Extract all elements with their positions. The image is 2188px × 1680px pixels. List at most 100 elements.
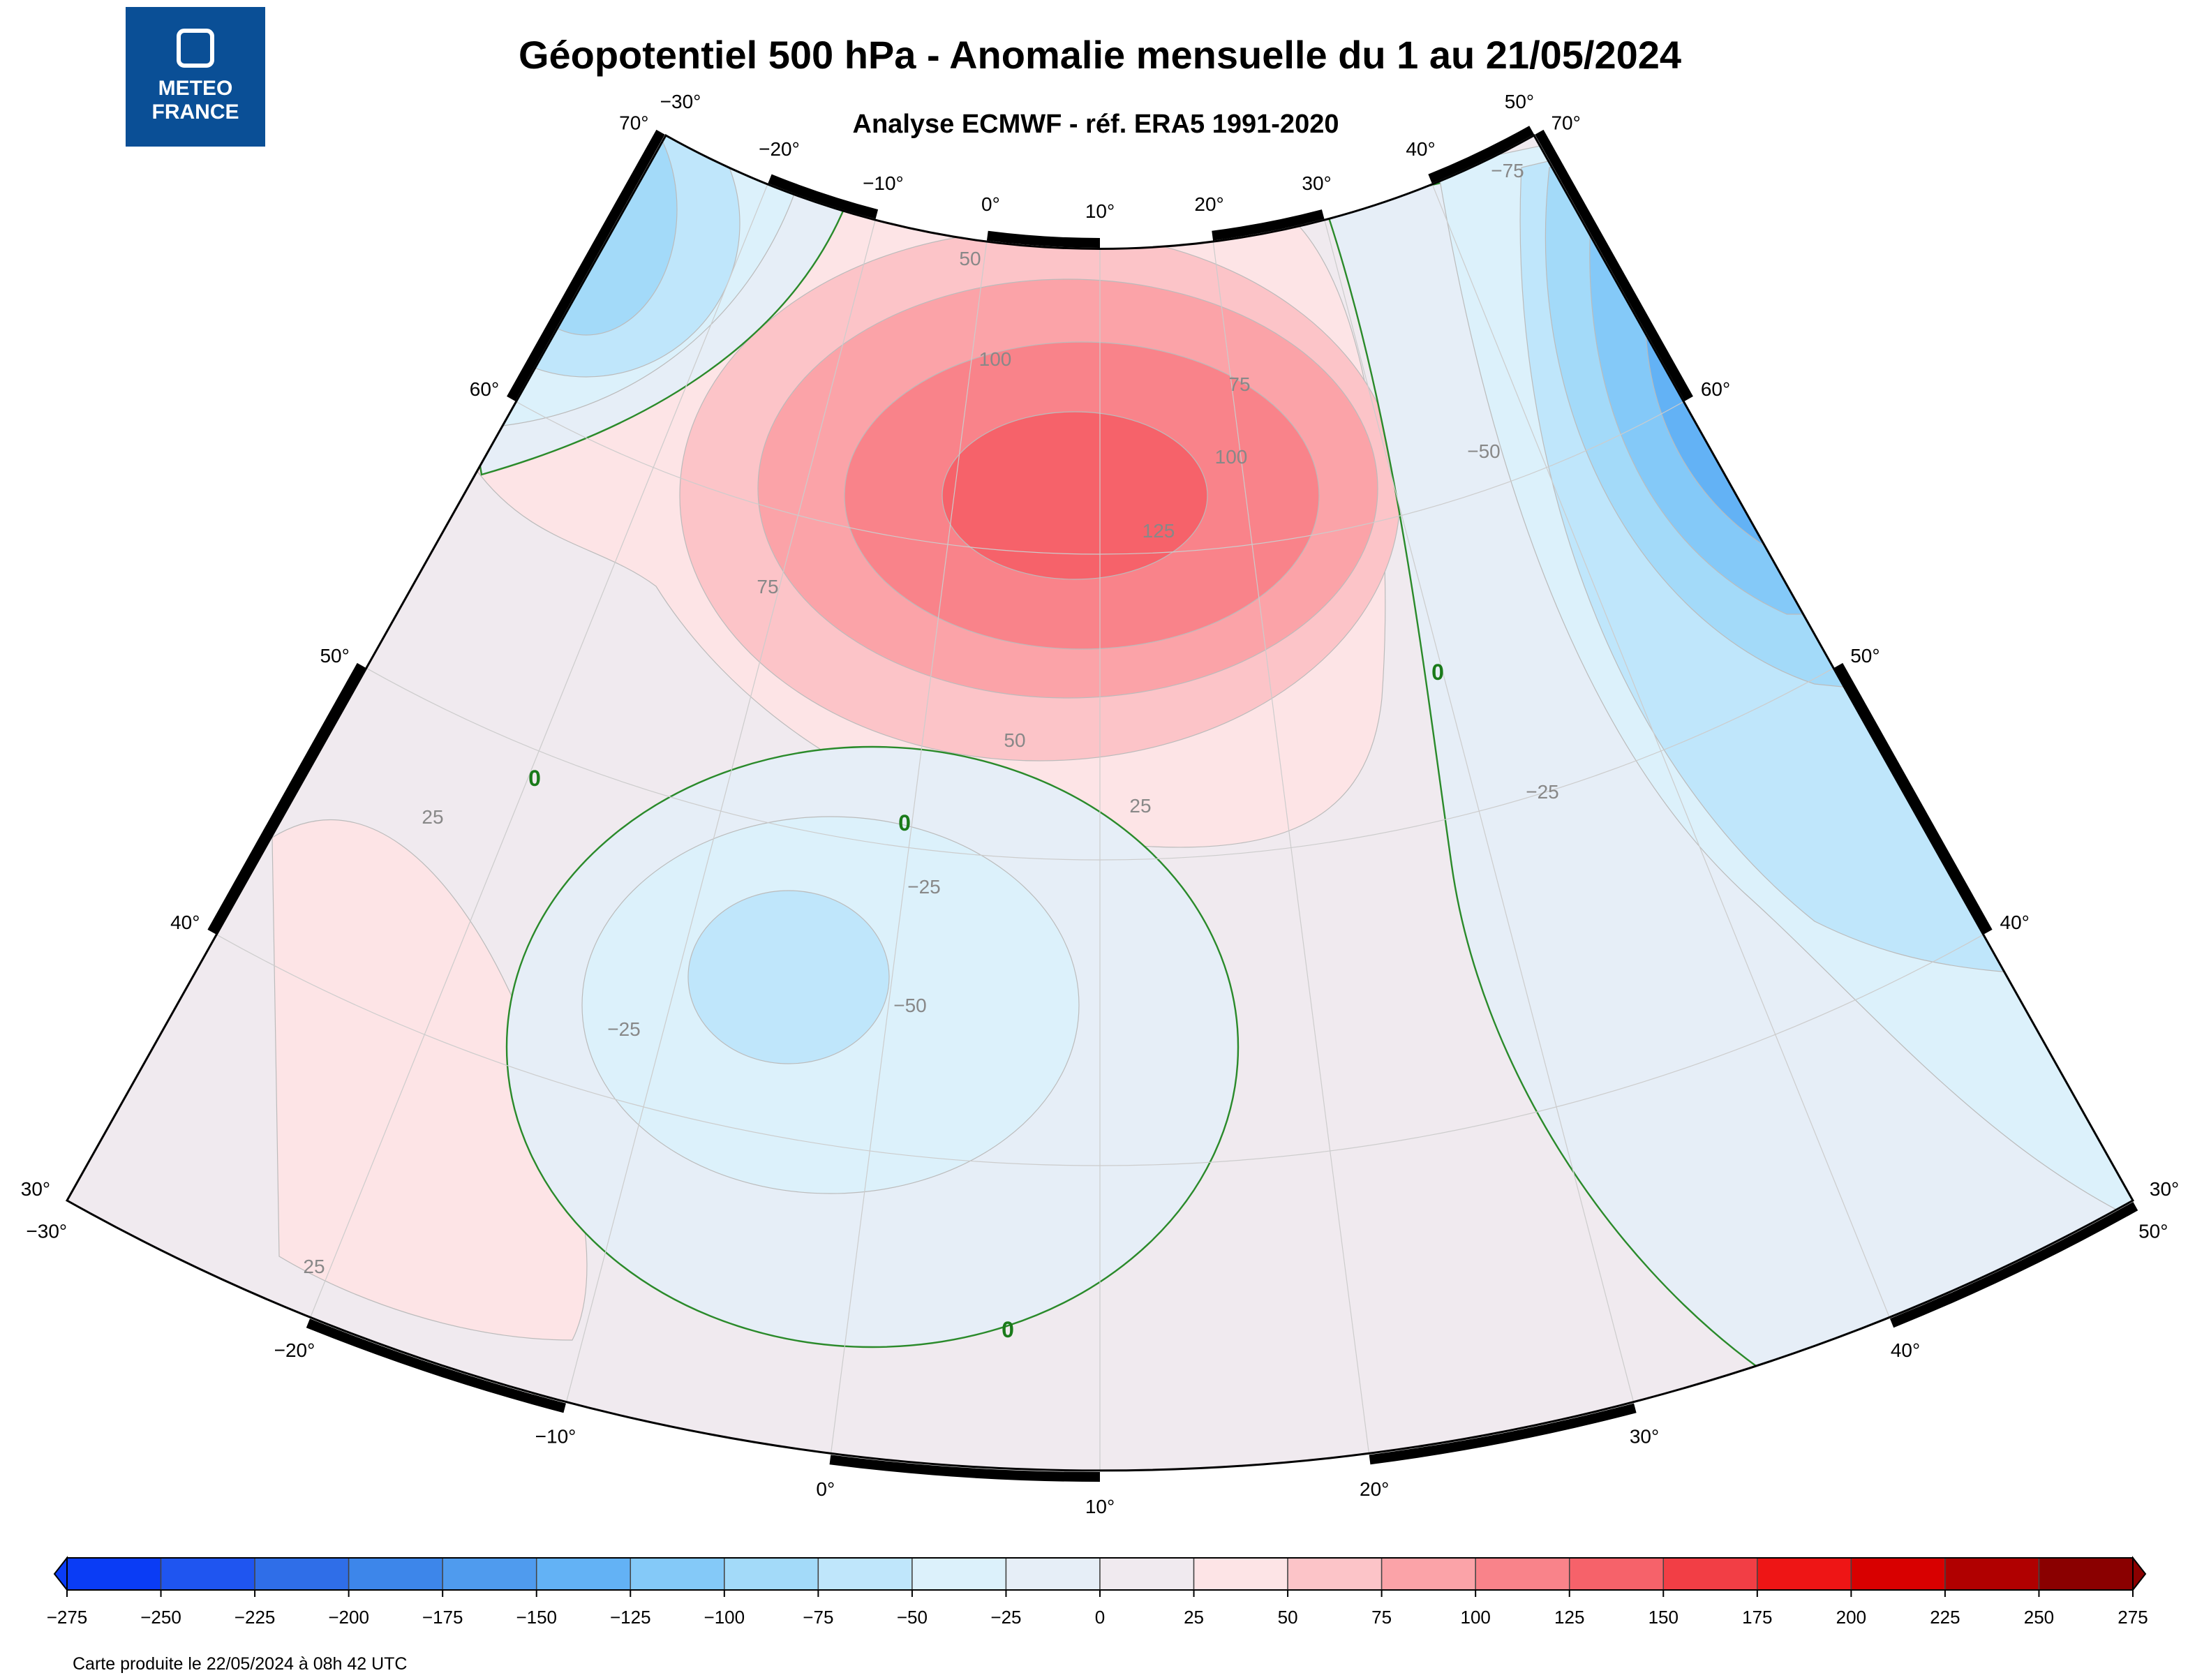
- lat-label: 50°: [320, 645, 349, 667]
- frame-segment: [1212, 209, 1325, 241]
- colorbar-tick-label: 125: [1554, 1607, 1584, 1628]
- frame-segment: [1889, 1202, 2138, 1328]
- lon-label: 10°: [1085, 1496, 1115, 1517]
- colorbar-tick-label: −50: [897, 1607, 928, 1628]
- lat-label: 40°: [170, 912, 200, 933]
- colorbar-bin: [630, 1557, 725, 1591]
- lat-label: 60°: [470, 378, 499, 400]
- colorbar-bin: [160, 1557, 255, 1591]
- contour-label: 75: [1228, 373, 1250, 395]
- colorbar-bin: [1757, 1557, 1852, 1591]
- frame-segment: [768, 174, 879, 219]
- colorbar-tick-label: −175: [422, 1607, 463, 1628]
- lon-label: 40°: [1891, 1339, 1920, 1361]
- map-labels: −30° −20° −10° 0° 10° 20° 30° 40° 50° −30° −20° −10…: [21, 91, 2179, 1517]
- contour-label: 0: [898, 810, 911, 835]
- colorbar-bin: [66, 1557, 162, 1591]
- contour-label: 100: [1215, 446, 1248, 468]
- subtitle: Analyse ECMWF - réf. ERA5 1991-2020: [853, 110, 1339, 139]
- contour-label: −25: [907, 876, 941, 898]
- colorbar-bin: [1099, 1557, 1195, 1591]
- parallel: [366, 667, 1834, 861]
- map-frame: [65, 133, 2135, 1472]
- colorbar-end: [53, 1556, 68, 1592]
- lon-label: −30°: [660, 91, 701, 112]
- colorbar-bin: [348, 1557, 443, 1591]
- lat-label: 50°: [1850, 645, 1880, 667]
- colorbar-end: [2132, 1556, 2147, 1592]
- contour-label: 75: [757, 576, 778, 597]
- colorbar-tick-label: −100: [704, 1607, 745, 1628]
- colorbar-tick-label: −225: [235, 1607, 276, 1628]
- frame-segment: [829, 1455, 1101, 1482]
- field: [495, 135, 678, 336]
- contour-label: −25: [1526, 781, 1559, 803]
- contour-label: 25: [303, 1256, 325, 1277]
- lon-label: 20°: [1360, 1478, 1389, 1500]
- parallel: [515, 401, 1685, 555]
- field: [687, 890, 890, 1064]
- contour-label: 125: [1143, 520, 1175, 542]
- colorbar-tick-label: 0: [1095, 1607, 1105, 1628]
- colorbar-tick-label: −150: [516, 1607, 557, 1628]
- colorbar-tick-label: 100: [1460, 1607, 1490, 1628]
- colorbar-tick-label: −275: [47, 1607, 88, 1628]
- contour-label: 0: [1431, 660, 1444, 685]
- colorbar-bin: [1475, 1557, 1570, 1591]
- colorbar-tick-label: −200: [328, 1607, 369, 1628]
- contour-label: 25: [422, 806, 443, 828]
- lon-label: −20°: [759, 138, 800, 160]
- lon-label: 0°: [981, 193, 1000, 215]
- lat-label: 60°: [1701, 378, 1730, 400]
- colorbar-tick-label: −250: [140, 1607, 181, 1628]
- contour-label: 0: [1002, 1317, 1014, 1342]
- lon-label: −20°: [274, 1339, 315, 1361]
- lat-label: 40°: [2000, 912, 2030, 933]
- colorbar-bin: [442, 1557, 537, 1591]
- lon-label: 10°: [1085, 200, 1115, 222]
- frame-segment: [306, 1318, 566, 1413]
- logo-text: METEO: [158, 77, 233, 100]
- colorbar-bin: [1287, 1557, 1383, 1591]
- frame-segment: [1369, 1403, 1637, 1465]
- colorbar-tick-label: 250: [2024, 1607, 2054, 1628]
- colorbar-bin: [1662, 1557, 1758, 1591]
- lon-label: −10°: [535, 1426, 576, 1448]
- lon-label: 40°: [1406, 138, 1435, 160]
- colorbar-bin: [911, 1557, 1007, 1591]
- contour-label: 25: [1129, 795, 1151, 817]
- colorbar: −275 −250 −225 −200 −175 −150 −125 −100 −75 −50 −2…: [47, 1556, 2148, 1628]
- colorbar-tick-label: 50: [1278, 1607, 1298, 1628]
- lon-label: −10°: [863, 172, 904, 194]
- colorbar-tick-label: 275: [2118, 1607, 2148, 1628]
- colorbar-bin: [254, 1557, 350, 1591]
- colorbar-bin: [1193, 1557, 1288, 1591]
- parallel: [216, 934, 1984, 1166]
- footer: Carte produite le 22/05/2024 à 08h 42 UT…: [73, 1654, 407, 1674]
- colorbar-bin: [2038, 1557, 2134, 1591]
- map-fill: [67, 135, 2133, 1471]
- contour-label: −25: [607, 1018, 641, 1040]
- contour-label: 100: [979, 348, 1012, 370]
- colorbar-tick-label: −25: [990, 1607, 1021, 1628]
- colorbar-bin: [1005, 1557, 1101, 1591]
- colorbar-tick-label: 175: [1742, 1607, 1772, 1628]
- lat-label: 30°: [2150, 1178, 2179, 1200]
- colorbar-tick-label: 75: [1371, 1607, 1392, 1628]
- lat-label: 30°: [21, 1178, 50, 1200]
- frame-segment: [507, 129, 665, 401]
- logo-text: FRANCE: [152, 101, 239, 124]
- lon-label: 30°: [1302, 172, 1331, 194]
- frame-segment: [207, 662, 366, 935]
- lon-label: 30°: [1630, 1426, 1659, 1448]
- contour-label: −50: [1467, 440, 1501, 462]
- logo-icon: [177, 29, 214, 68]
- frame-segment: [1428, 126, 1535, 184]
- colorbar-tick-label: 200: [1836, 1607, 1866, 1628]
- colorbar-tick-label: 25: [1184, 1607, 1204, 1628]
- map-frame-ticks: [207, 126, 2138, 1482]
- colorbar-bin: [1380, 1557, 1476, 1591]
- lat-label: 70°: [1551, 112, 1580, 133]
- lon-label: 50°: [1505, 91, 1534, 112]
